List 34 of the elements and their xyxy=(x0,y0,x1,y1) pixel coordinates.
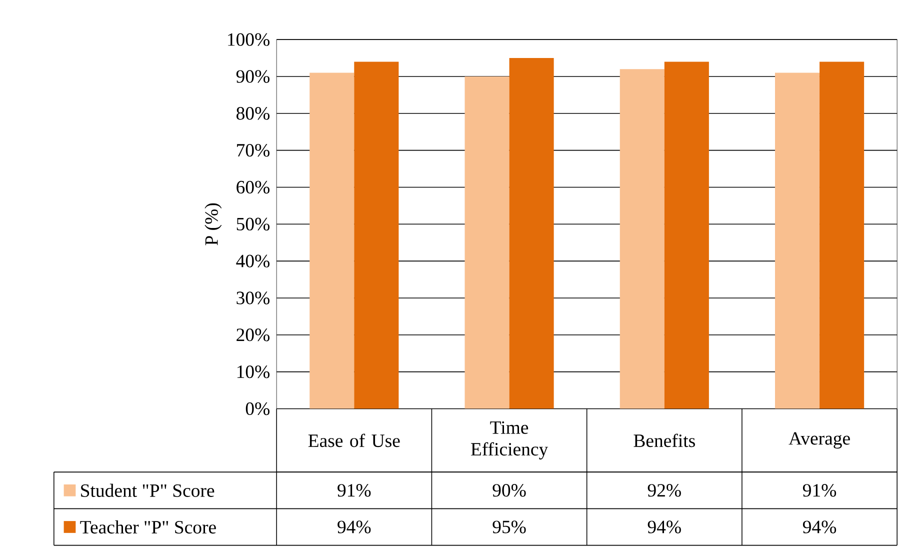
legend-label: Student "P" Score xyxy=(81,484,214,497)
y-tick-label: 90% xyxy=(236,70,270,83)
x-tick-label: Time Efficiency xyxy=(470,421,548,460)
data-label: 90% xyxy=(492,484,526,497)
x-tick-label: Ease of Use xyxy=(308,434,400,447)
bar xyxy=(464,76,510,409)
bar xyxy=(509,58,554,409)
y-tick-label: 10% xyxy=(237,365,270,378)
x-tick-label: Benefits xyxy=(634,434,695,447)
bar xyxy=(820,62,864,409)
y-tick-label: 100% xyxy=(228,33,270,46)
data-label: 95% xyxy=(492,520,526,534)
y-tick-label: 50% xyxy=(236,218,270,230)
y-axis-title: P (%) xyxy=(204,203,222,246)
bar xyxy=(664,62,709,409)
data-label: 92% xyxy=(648,484,681,497)
y-tick-label: 0% xyxy=(246,402,270,415)
x-tick-label: Average xyxy=(788,432,850,448)
legend-label: Teacher "P" Score xyxy=(80,520,216,534)
y-tick-label: 20% xyxy=(236,328,270,342)
y-tick-label: 40% xyxy=(236,254,270,268)
bar xyxy=(354,62,399,409)
data-label: 94% xyxy=(338,520,371,534)
data-label: 91% xyxy=(802,484,836,497)
y-tick-label: 80% xyxy=(236,106,270,120)
bar xyxy=(775,72,820,409)
bar xyxy=(620,68,664,409)
data-label: 91% xyxy=(338,484,371,497)
y-tick-label: 60% xyxy=(236,180,270,194)
data-label: 94% xyxy=(802,520,836,534)
y-tick-label: 70% xyxy=(237,144,270,157)
y-tick-label: 30% xyxy=(236,292,270,304)
bar xyxy=(310,72,354,409)
data-label: 94% xyxy=(648,520,681,534)
